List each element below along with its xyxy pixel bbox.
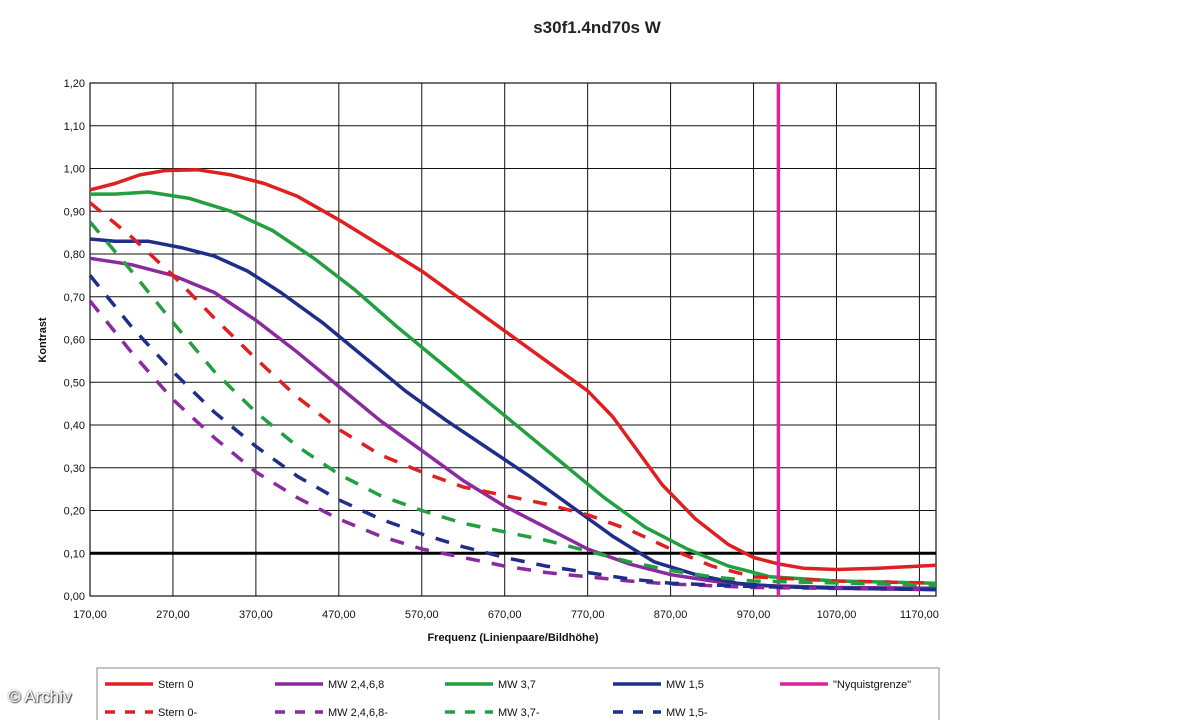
legend-label-4: "Nyquistgrenze" [833,679,911,691]
y-tick-label: 1,20 [64,78,85,90]
series-line-1 [89,256,937,591]
series-line-5 [88,201,937,585]
x-tick-label: 270,00 [156,609,190,621]
y-tick-label: 0,00 [64,591,85,603]
legend-label-6: MW 2,4,6,8- [328,707,388,719]
series-line-8 [88,274,937,592]
legend-label-3: MW 1,5 [666,679,704,691]
chart-title: s30f1.4nd70s W [533,18,662,37]
y-tick-label: 0,30 [64,463,85,475]
x-tick-label: 1170,00 [900,609,939,621]
legend-label-2: MW 3,7 [498,679,536,691]
x-axis-label: Frequenz (Linienpaare/Bildhöhe) [427,632,598,644]
series-line-0 [89,168,937,572]
y-tick-label: 0,40 [64,420,85,432]
y-tick-label: 0,90 [64,206,85,218]
x-tick-label: 970,00 [737,609,771,621]
x-tick-label: 1070,00 [817,609,857,621]
y-tick-label: 0,20 [64,506,85,518]
x-tick-label: 670,00 [488,609,522,621]
y-tick-label: 1,10 [64,121,85,133]
x-tick-label: 370,00 [239,609,273,621]
x-tick-label: 770,00 [571,609,605,621]
y-axis-label: Kontrast [37,317,49,363]
y-tick-label: 0,60 [64,335,85,347]
x-tick-label: 870,00 [654,609,688,621]
series-layer [88,83,937,596]
x-tick-label: 170,00 [73,609,107,621]
axes: 0,00 0,10 0,20 0,30 0,40 0,50 0,60 0,70 0,80 0,90… [64,78,939,621]
y-tick-label: 0,50 [64,377,85,389]
legend-label-8: MW 1,5- [666,707,708,719]
series-line-2 [90,190,937,585]
watermark: © Archiv [8,687,72,706]
legend-label-0: Stern 0 [158,679,193,691]
y-tick-label: 0,80 [64,249,85,261]
legend-box [96,667,940,720]
y-tick-label: 1,00 [64,164,85,176]
x-tick-label: 470,00 [322,609,356,621]
series-line-7 [88,220,937,588]
grid [89,82,937,597]
y-tick-label: 0,10 [64,548,85,560]
y-tick-label: 0,70 [64,292,85,304]
x-tick-label: 570,00 [405,609,439,621]
legend-label-1: MW 2,4,6,8 [328,679,384,691]
legend-label-7: MW 3,7- [498,707,540,719]
series-line-6 [88,299,937,592]
series-line-3 [89,237,937,592]
legend: Stern 0 MW 2,4,6,8 MW 3,7 MW 1,5 "Nyquistgre… [96,667,940,720]
legend-label-5: Stern 0- [158,707,197,719]
